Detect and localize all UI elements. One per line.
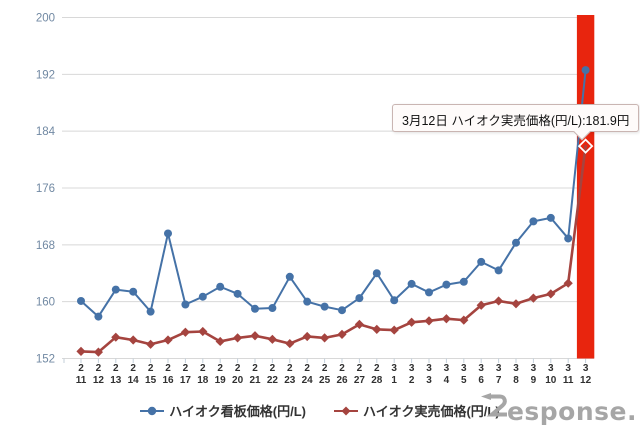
svg-text:24: 24 [302,375,314,386]
svg-text:2: 2 [339,363,345,374]
svg-text:4: 4 [444,375,450,386]
svg-text:2: 2 [217,363,223,374]
legend-item-kanban-price[interactable]: ハイオク看板価格(円/L) [140,401,306,420]
svg-text:3: 3 [461,363,467,374]
legend-marker-circle-icon [140,406,165,415]
response-watermark: esponse. [480,393,637,426]
svg-text:2: 2 [113,363,119,374]
svg-text:11: 11 [76,375,87,386]
svg-text:2: 2 [374,363,380,374]
svg-text:6: 6 [478,375,484,386]
legend-label-kanban: ハイオク看板価格(円/L) [169,404,306,419]
svg-text:3: 3 [513,363,519,374]
svg-text:168: 168 [36,240,55,252]
svg-text:2: 2 [235,363,241,374]
svg-text:2: 2 [183,363,189,374]
svg-text:18: 18 [197,375,209,386]
svg-text:2: 2 [304,363,310,374]
legend-label-jitsubai: ハイオク実売価格(円/L) [363,404,500,419]
svg-text:192: 192 [36,69,55,81]
svg-text:2: 2 [96,363,102,374]
svg-text:3: 3 [391,363,397,374]
svg-text:2: 2 [165,363,171,374]
svg-text:5: 5 [461,375,467,386]
svg-text:9: 9 [531,375,537,386]
svg-text:22: 22 [267,375,279,386]
svg-text:8: 8 [513,375,519,386]
svg-text:152: 152 [36,354,55,366]
svg-text:2: 2 [287,363,293,374]
svg-text:28: 28 [371,375,383,386]
legend-marker-diamond-icon [334,406,358,415]
svg-text:2: 2 [148,363,154,374]
svg-text:200: 200 [36,13,55,25]
svg-text:23: 23 [284,375,296,386]
svg-text:3: 3 [478,363,484,374]
svg-text:3: 3 [426,375,432,386]
svg-text:19: 19 [215,375,227,386]
response-watermark-text: esponse. [506,397,637,426]
svg-text:27: 27 [354,375,366,386]
svg-text:10: 10 [545,375,557,386]
svg-text:3: 3 [531,363,537,374]
svg-text:2: 2 [357,363,363,374]
tooltip-text: 3月12日 ハイオク実売価格(円/L):181.9円 [402,114,630,128]
svg-text:21: 21 [249,375,261,386]
svg-text:3: 3 [409,363,415,374]
svg-text:176: 176 [36,183,55,195]
svg-text:2: 2 [78,363,84,374]
svg-text:3: 3 [496,363,502,374]
svg-text:26: 26 [336,375,348,386]
svg-text:20: 20 [232,375,244,386]
svg-text:13: 13 [110,375,122,386]
tooltip: 3月12日 ハイオク実売価格(円/L):181.9円 [392,104,640,141]
svg-text:2: 2 [200,363,206,374]
response-logo-icon [480,393,508,424]
svg-text:3: 3 [548,363,554,374]
svg-text:1: 1 [391,375,397,386]
svg-text:15: 15 [145,375,157,386]
svg-text:184: 184 [36,126,56,138]
svg-text:3: 3 [583,363,589,374]
svg-text:3: 3 [444,363,450,374]
svg-text:17: 17 [180,375,192,386]
svg-text:16: 16 [162,375,174,386]
svg-text:3: 3 [426,363,432,374]
svg-text:25: 25 [319,375,331,386]
legend: ハイオク看板価格(円/L) ハイオク実売価格(円/L) [0,401,640,420]
svg-text:2: 2 [322,363,328,374]
svg-text:3: 3 [565,363,571,374]
svg-text:14: 14 [128,375,140,386]
svg-text:2: 2 [252,363,258,374]
svg-text:2: 2 [130,363,136,374]
svg-text:12: 12 [93,375,105,386]
svg-text:2: 2 [270,363,276,374]
legend-item-jitsubai-price[interactable]: ハイオク実売価格(円/L) [334,401,500,420]
svg-text:11: 11 [563,375,574,386]
svg-text:12: 12 [580,375,592,386]
svg-text:2: 2 [409,375,415,386]
svg-text:7: 7 [496,375,502,386]
svg-text:160: 160 [36,297,55,309]
